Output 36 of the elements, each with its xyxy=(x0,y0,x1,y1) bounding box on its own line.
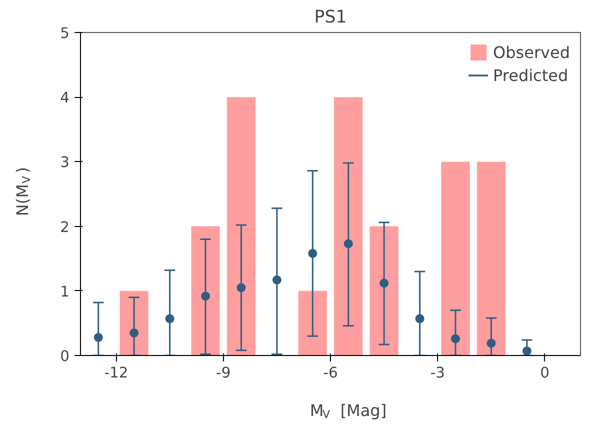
point xyxy=(522,346,532,356)
chart-title: PS1 xyxy=(314,8,347,28)
x-tick-label: -12 xyxy=(104,364,128,382)
point xyxy=(201,292,210,301)
point xyxy=(344,239,353,248)
x-tick-label: 0 xyxy=(540,364,550,382)
x-tick-label: -6 xyxy=(323,364,338,382)
point xyxy=(272,275,282,284)
point xyxy=(380,278,389,288)
point xyxy=(130,328,139,338)
y-tick-label: 4 xyxy=(60,90,70,107)
x-tick-label: -3 xyxy=(430,364,445,382)
x-tick-label: -9 xyxy=(216,364,231,382)
y-tick-label: 3 xyxy=(60,154,70,172)
point xyxy=(451,334,460,344)
legend-label: Predicted xyxy=(493,66,568,84)
bar xyxy=(370,226,398,356)
bar xyxy=(298,290,327,356)
bar xyxy=(191,226,220,356)
point xyxy=(415,314,424,324)
y-axis-title: N(MV) xyxy=(13,167,33,216)
bar xyxy=(120,290,148,356)
legend-label: Observed xyxy=(493,42,570,62)
point xyxy=(94,332,103,342)
point xyxy=(236,283,246,292)
y-tick-label: 0 xyxy=(60,348,70,365)
point xyxy=(165,314,174,324)
bar xyxy=(226,97,256,356)
y-tick-label: 5 xyxy=(60,25,70,42)
y-tick-label: 2 xyxy=(60,218,70,236)
bar xyxy=(441,162,470,356)
point xyxy=(308,248,318,258)
point xyxy=(486,338,496,348)
y-tick-label: 1 xyxy=(60,283,70,300)
bar xyxy=(476,162,506,356)
bar xyxy=(334,97,363,356)
